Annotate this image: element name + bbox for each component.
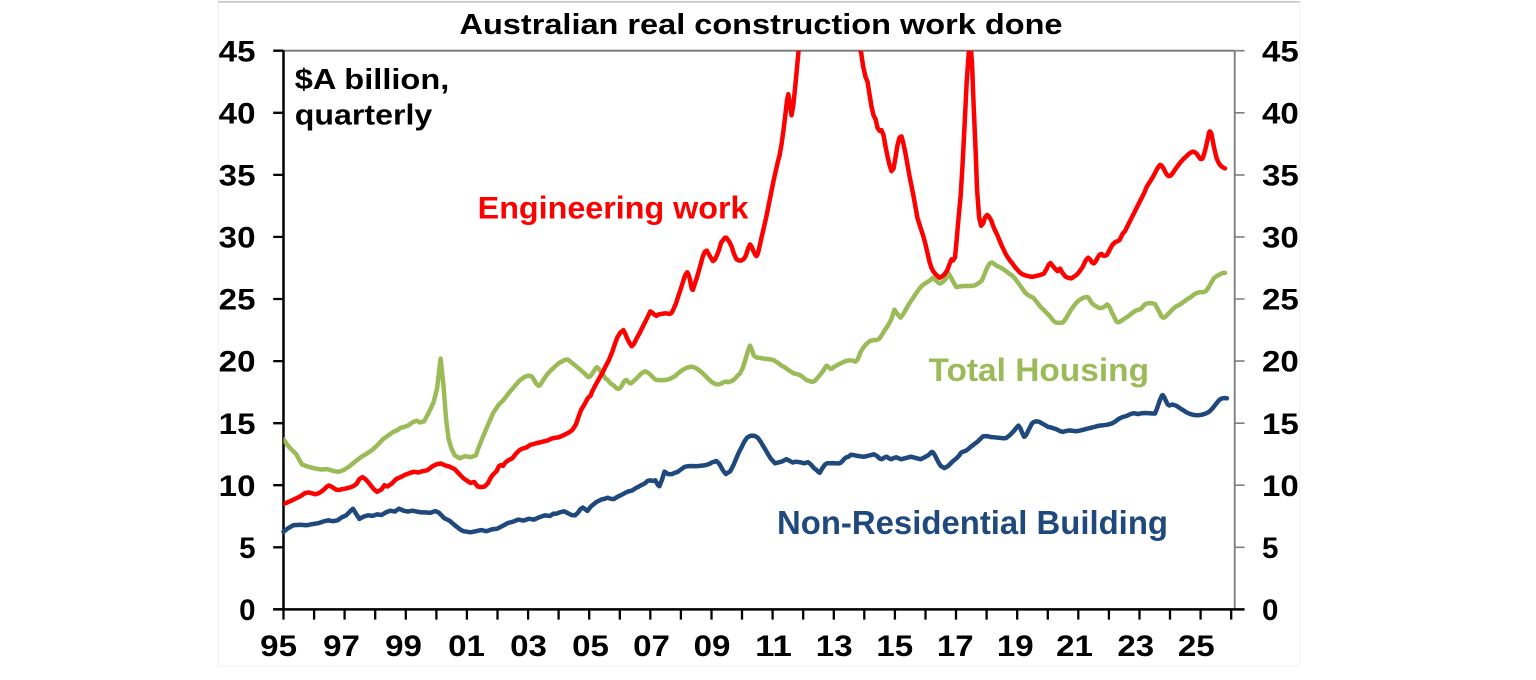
svg-text:10: 10 bbox=[1262, 470, 1299, 503]
svg-text:25: 25 bbox=[1262, 284, 1299, 317]
svg-text:99: 99 bbox=[385, 630, 422, 663]
svg-text:25: 25 bbox=[1178, 630, 1215, 663]
svg-text:10: 10 bbox=[219, 470, 256, 503]
svg-text:11: 11 bbox=[755, 630, 792, 663]
svg-text:35: 35 bbox=[1262, 160, 1299, 193]
svg-text:Engineering work: Engineering work bbox=[478, 191, 749, 226]
svg-text:5: 5 bbox=[1262, 532, 1278, 565]
svg-text:30: 30 bbox=[1262, 222, 1299, 255]
svg-text:0: 0 bbox=[1262, 594, 1278, 627]
svg-text:01: 01 bbox=[448, 630, 485, 663]
svg-text:45: 45 bbox=[1262, 35, 1299, 68]
svg-text:23: 23 bbox=[1117, 630, 1154, 663]
svg-text:40: 40 bbox=[219, 97, 256, 130]
svg-text:95: 95 bbox=[260, 630, 297, 663]
svg-text:20: 20 bbox=[219, 346, 256, 379]
svg-text:Non-Residential Building: Non-Residential Building bbox=[777, 505, 1168, 542]
svg-text:Total Housing: Total Housing bbox=[929, 352, 1150, 388]
svg-text:07: 07 bbox=[633, 630, 670, 663]
svg-text:20: 20 bbox=[1262, 346, 1299, 379]
svg-text:21: 21 bbox=[1056, 630, 1093, 663]
svg-text:15: 15 bbox=[876, 630, 913, 663]
svg-text:13: 13 bbox=[816, 630, 853, 663]
svg-text:Australian real construction w: Australian real construction work done bbox=[460, 9, 1063, 41]
svg-text:35: 35 bbox=[219, 160, 256, 193]
svg-text:17: 17 bbox=[937, 630, 974, 663]
svg-text:97: 97 bbox=[323, 630, 360, 663]
svg-text:25: 25 bbox=[219, 284, 256, 317]
svg-text:45: 45 bbox=[219, 35, 256, 68]
svg-text:$A billion,: $A billion, bbox=[295, 64, 450, 96]
svg-text:15: 15 bbox=[1262, 408, 1299, 441]
svg-text:15: 15 bbox=[219, 408, 256, 441]
svg-text:5: 5 bbox=[239, 532, 255, 565]
svg-text:03: 03 bbox=[510, 630, 547, 663]
svg-text:30: 30 bbox=[219, 222, 256, 255]
svg-text:0: 0 bbox=[239, 594, 255, 627]
svg-text:09: 09 bbox=[694, 630, 731, 663]
svg-text:05: 05 bbox=[572, 630, 609, 663]
svg-text:40: 40 bbox=[1262, 97, 1299, 130]
svg-text:quarterly: quarterly bbox=[295, 100, 433, 132]
svg-text:19: 19 bbox=[997, 630, 1034, 663]
